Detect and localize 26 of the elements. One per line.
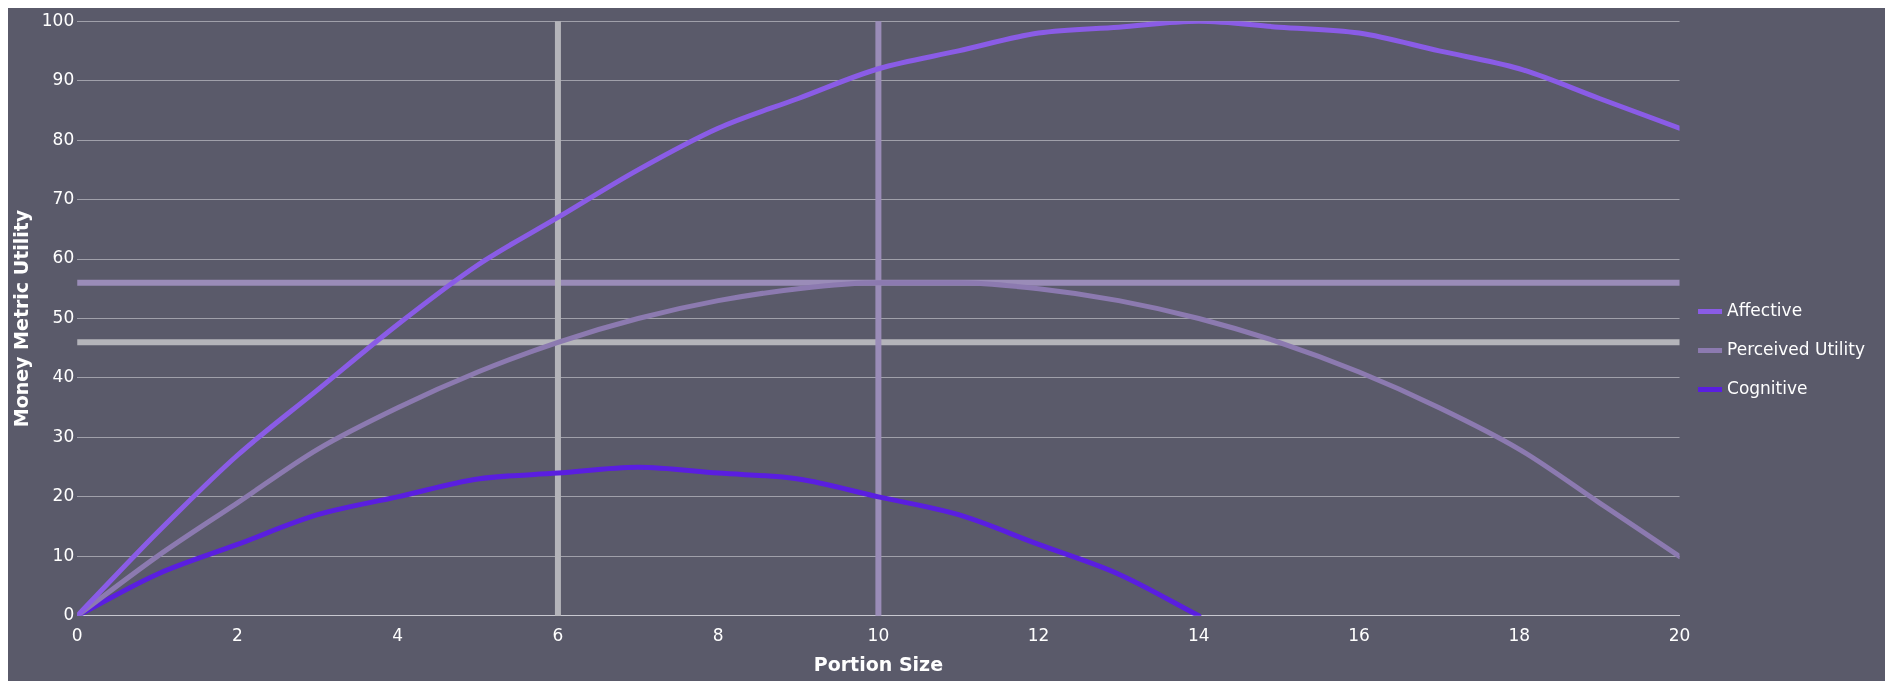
legend-label: Affective <box>1727 299 1803 320</box>
y-tick-label: 40 <box>52 366 75 387</box>
x-tick-label: 6 <box>552 625 564 646</box>
y-tick-label: 50 <box>52 306 75 327</box>
x-tick-label: 4 <box>392 625 404 646</box>
y-tick-label: 70 <box>52 188 75 208</box>
y-tick-label: 60 <box>52 247 75 268</box>
legend-label: Cognitive <box>1727 377 1808 398</box>
x-tick-label: 14 <box>1188 625 1210 646</box>
y-tick-label: 100 <box>41 9 75 30</box>
y-tick-label: 90 <box>52 69 75 90</box>
x-tick-label: 12 <box>1027 625 1050 646</box>
y-axis-title: Money Metric Utility <box>10 209 33 428</box>
x-tick-label: 2 <box>232 625 243 646</box>
y-tick-label: 80 <box>52 128 75 149</box>
y-tick-label: 0 <box>63 604 75 625</box>
x-tick-label: 10 <box>867 625 890 646</box>
legend-label: Perceived Utility <box>1727 338 1865 359</box>
x-tick-label: 16 <box>1348 625 1370 646</box>
x-tick-label: 18 <box>1508 625 1531 646</box>
y-tick-label: 10 <box>52 544 75 565</box>
y-tick-label: 30 <box>52 425 75 446</box>
y-tick-label: 20 <box>52 485 75 506</box>
x-tick-label: 20 <box>1668 625 1691 646</box>
x-tick-label: 8 <box>712 625 724 646</box>
x-axis-title: Portion Size <box>813 652 944 675</box>
